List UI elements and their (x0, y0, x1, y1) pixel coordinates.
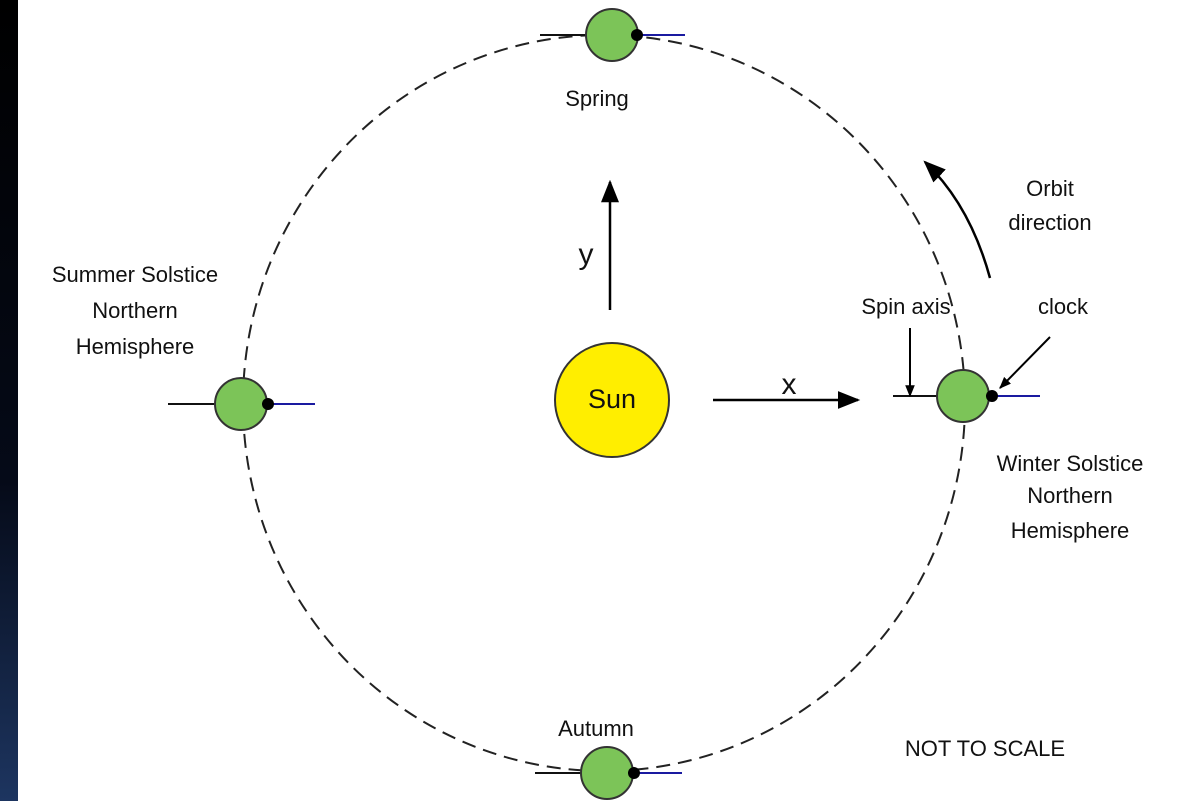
earth-spring (540, 8, 685, 62)
earth-winter (893, 369, 1040, 423)
winter-label: Northern (1027, 483, 1113, 508)
sun-label: Sun (588, 384, 636, 414)
orbit-label: direction (1008, 210, 1091, 235)
sun (554, 342, 670, 458)
spring-label: Spring (565, 86, 629, 111)
frame-edge (0, 0, 18, 801)
summer-label: Hemisphere (76, 334, 195, 359)
autumn-label: Autumn (558, 716, 634, 741)
summer-label: Summer Solstice (52, 262, 218, 287)
winter-label: Winter Solstice (997, 451, 1144, 476)
winter-label: Hemisphere (1011, 518, 1130, 543)
earth-autumn (535, 746, 682, 800)
note: NOT TO SCALE (905, 736, 1065, 761)
orbit-arrow (923, 160, 992, 279)
x-axis-label: x (782, 368, 797, 401)
summer-label: Northern (92, 298, 178, 323)
clock-arrow (999, 336, 1051, 389)
spin-axis-label: Spin axis (861, 294, 950, 319)
orbit-label: Orbit (1026, 176, 1074, 201)
y-axis-label: y (579, 238, 594, 271)
earth-summer (168, 377, 315, 431)
clock-label: clock (1038, 294, 1089, 319)
